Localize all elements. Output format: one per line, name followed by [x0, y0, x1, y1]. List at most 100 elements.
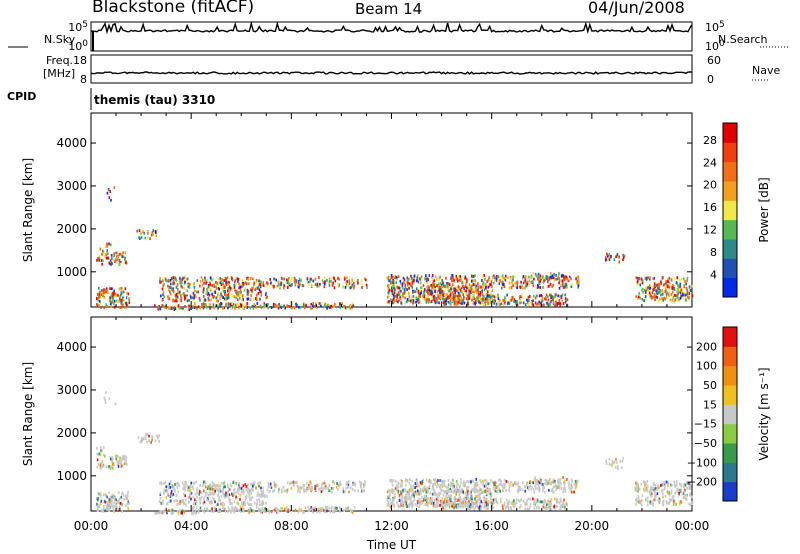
- velocity-echo-cell: [532, 497, 534, 501]
- power-echo-cell: [415, 300, 417, 304]
- velocity-echo-cell: [461, 489, 463, 493]
- power-echo-cell: [514, 282, 516, 286]
- velocity-echo-cell: [483, 505, 485, 509]
- power-echo-cell: [547, 277, 550, 280]
- velocity-echo-cell: [443, 482, 445, 486]
- power-echo-cell: [530, 301, 532, 304]
- power-echo-cell: [461, 285, 464, 289]
- velocity-echo-cell: [100, 448, 103, 452]
- power-echo-cell: [236, 277, 239, 281]
- power-echo-cell: [462, 293, 465, 297]
- power-echo-cell: [457, 294, 460, 297]
- power-echo-cell: [552, 301, 555, 304]
- velocity-echo-cell: [546, 503, 548, 507]
- velocity-echo-cell: [492, 486, 495, 490]
- power-echo-cell: [521, 295, 524, 299]
- velocity-echo-cell: [418, 505, 420, 509]
- power-echo-cell: [114, 258, 117, 261]
- velocity-echo-cell: [492, 499, 494, 502]
- power-echo-cell: [110, 254, 113, 257]
- velocity-echo-cell: [556, 500, 558, 504]
- power-echo-cell: [353, 285, 356, 288]
- velocity-echo-cell: [495, 481, 498, 484]
- power-echo-cell: [440, 288, 442, 291]
- velocity-echo-cell: [654, 494, 657, 498]
- velocity-echo-cell: [405, 478, 407, 481]
- velocity-echo-cell: [224, 495, 226, 499]
- power-echo-cell: [408, 299, 410, 303]
- velocity-echo-cell: [409, 489, 412, 492]
- power-echo-cell: [468, 286, 471, 290]
- velocity-echo-cell: [151, 435, 154, 439]
- power-echo-cell: [565, 299, 567, 303]
- velocity-echo-cell: [316, 484, 318, 487]
- velocity-echo-cell: [637, 487, 639, 491]
- velocity-echo-cell: [166, 489, 169, 492]
- velocity-echo-cell: [311, 485, 314, 489]
- power-echo-cell: [173, 299, 176, 303]
- velocity-echo-cell: [295, 481, 297, 485]
- velocity-echo-cell: [509, 506, 512, 509]
- velocity-echo-cell: [99, 451, 102, 455]
- velocity-echo-cell: [645, 483, 647, 486]
- velocity-echo-cell: [393, 498, 395, 502]
- power-echo-cell: [441, 284, 444, 288]
- power-echo-cell: [172, 279, 175, 283]
- velocity-echo-cell: [303, 510, 305, 514]
- velocity-echo-cell: [434, 478, 437, 481]
- velocity-echo-cell: [533, 500, 536, 504]
- velocity-echo-cell: [654, 496, 656, 500]
- power-echo-cell: [482, 286, 485, 290]
- power-echo-cell: [433, 283, 435, 287]
- power-echo-cell: [161, 298, 164, 302]
- power-echo-cell: [482, 296, 484, 299]
- velocity-echo-cell: [161, 482, 163, 486]
- velocity-echo-cell: [211, 507, 213, 511]
- power-echo-cell: [544, 278, 546, 282]
- power-echo-cell: [475, 284, 477, 288]
- velocity-echo-cell: [432, 501, 435, 505]
- power-echo-cell: [183, 286, 185, 290]
- power-echo-cell: [184, 297, 186, 301]
- power-echo-cell: [442, 284, 445, 287]
- power-echo-cell: [246, 290, 249, 294]
- velocity-echo-cell: [480, 500, 483, 504]
- power-echo-cell: [280, 281, 282, 285]
- power-echo-cell: [327, 303, 329, 307]
- power-echo-cell: [122, 290, 125, 294]
- velocity-echo-cell: [98, 452, 100, 456]
- power-echo-cell: [648, 291, 651, 295]
- power-echo-cell: [390, 289, 393, 293]
- power-echo-cell: [456, 290, 459, 293]
- power-echo-cell: [348, 282, 351, 285]
- velocity-echo-cell: [467, 501, 469, 505]
- power-echo-cell: [395, 276, 398, 280]
- velocity-echo-cell: [241, 489, 244, 493]
- power-echo-cell: [558, 286, 561, 290]
- power-echo-cell: [665, 296, 668, 299]
- power-echo-cell: [253, 303, 255, 306]
- power-echo-cell: [401, 282, 404, 286]
- velocity-echo-cell: [666, 480, 668, 484]
- velocity-echo-cell: [262, 491, 265, 495]
- velocity-echo-cell: [253, 510, 255, 514]
- velocity-echo-cell: [426, 504, 429, 508]
- power-echo-cell: [208, 298, 210, 302]
- power-echo-cell: [645, 276, 648, 280]
- velocity-echo-cell: [505, 505, 508, 509]
- power-echo-cell: [512, 275, 514, 279]
- power-colorbar-frame: [722, 122, 738, 298]
- velocity-echo-cell: [168, 499, 171, 503]
- velocity-echo-cell: [255, 506, 258, 509]
- velocity-echo-cell: [500, 481, 502, 485]
- power-echo-cell: [478, 300, 480, 304]
- velocity-echo-cell: [560, 504, 563, 508]
- power-echo-cell: [226, 297, 228, 300]
- power-echo-cell: [494, 276, 496, 280]
- power-echo-cell: [330, 280, 332, 283]
- power-echo-cell: [472, 288, 474, 292]
- velocity-echo-cell: [244, 485, 247, 489]
- velocity-echo-cell: [238, 486, 241, 490]
- power-echo-cell: [678, 286, 680, 290]
- power-echo-cell: [279, 286, 281, 290]
